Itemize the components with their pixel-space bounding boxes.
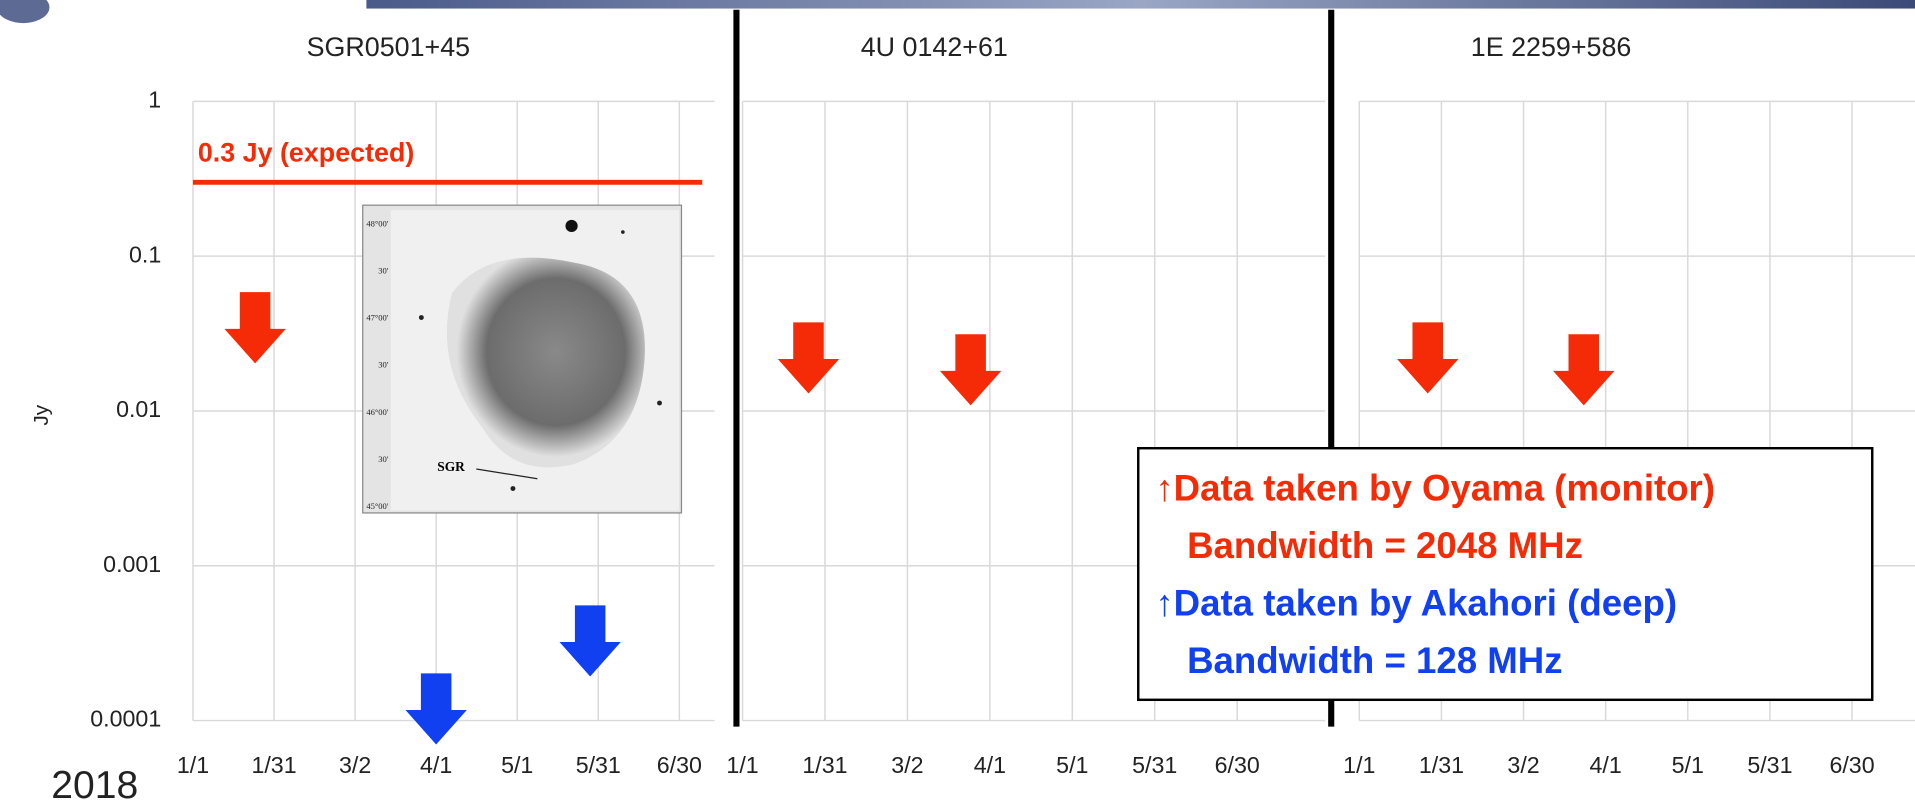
x-tick-label: 5/1 [1056, 752, 1088, 778]
chart-title: 1E 2259+586 [1471, 32, 1632, 62]
page: SGR0501+45 1 0.1 0.01 0.001 0.0001 1/1 1/31 3/2 4… [0, 0, 1915, 803]
upper-limit-arrow [561, 606, 620, 676]
x-tick-label: 6/30 [1215, 752, 1260, 778]
logo-fragment [0, 0, 49, 23]
inset-star [419, 315, 424, 320]
x-tick-label: 1/1 [177, 752, 209, 778]
x-tick-label: 5/31 [1132, 752, 1177, 778]
x-tick-label: 6/30 [1829, 752, 1874, 778]
x-tick-label: 3/2 [1507, 752, 1539, 778]
chart-title: 4U 0142+61 [861, 32, 1008, 62]
reference-label: 0.3 Jy (expected) [198, 137, 414, 167]
x-tick-label: 6/30 [657, 752, 702, 778]
upper-limit-arrow [226, 293, 285, 363]
x-tick-label: 3/2 [339, 752, 371, 778]
x-tick-label: 5/31 [1747, 752, 1792, 778]
x-tick-label: 4/1 [420, 752, 452, 778]
x-tick-label: 1/31 [802, 752, 847, 778]
inset-axis-label: 46°00' [366, 407, 388, 417]
legend-line: Bandwidth = 128 MHz [1187, 640, 1562, 681]
inset-axis-label: 47°00' [366, 313, 388, 323]
year-label: 2018 [51, 764, 138, 803]
x-tick-label: 4/1 [1590, 752, 1622, 778]
inset-axis-label: 48°00' [366, 219, 388, 229]
upper-limit-arrow [779, 323, 838, 393]
inset-star [621, 230, 625, 234]
x-tick-label: 5/1 [1672, 752, 1704, 778]
upper-limit-arrow [1554, 335, 1613, 405]
x-tick-label: 5/1 [501, 752, 533, 778]
inset-marker: SGR [437, 459, 465, 474]
x-tick-label: 4/1 [974, 752, 1006, 778]
upper-limit-arrow [941, 335, 1000, 405]
inset-axis-label: 45°00' [366, 501, 388, 511]
y-tick-label: 1 [148, 86, 161, 112]
inset-axis-label: 30' [378, 266, 389, 276]
inset-star [657, 401, 662, 406]
inset-axis-label: 30' [378, 454, 389, 464]
inset-axis-label: 30' [378, 360, 389, 370]
x-tick-label: 1/31 [1419, 752, 1464, 778]
legend-line: ↑Data taken by Oyama (monitor) [1155, 468, 1715, 509]
x-tick-label: 1/31 [251, 752, 296, 778]
y-tick-label: 0.0001 [90, 706, 161, 732]
upper-limit-arrow [407, 674, 466, 744]
y-tick-label: 0.001 [103, 551, 161, 577]
upper-limit-arrow [1398, 323, 1457, 393]
y-tick-label: 0.01 [116, 396, 161, 422]
slide: SGR0501+45 1 0.1 0.01 0.001 0.0001 1/1 1/31 3/2 4… [0, 0, 1915, 803]
legend-line: ↑Data taken by Akahori (deep) [1155, 582, 1677, 623]
x-tick-label: 1/1 [726, 752, 758, 778]
legend-line: Bandwidth = 2048 MHz [1187, 525, 1583, 566]
x-tick-label: 3/2 [891, 752, 923, 778]
inset-image: SGR 48°00' 30' 47°00' 30' 46°00' 30' 45°00' [363, 205, 682, 513]
header-band [366, 0, 1915, 9]
x-tick-label: 1/1 [1343, 752, 1375, 778]
inset-star [511, 486, 516, 491]
legend-box: ↑Data taken by Oyama (monitor) Bandwidth … [1138, 448, 1872, 700]
chart-title: SGR0501+45 [307, 32, 471, 62]
inset-star [565, 220, 577, 232]
y-tick-label: 0.1 [129, 241, 161, 267]
y-axis-label: Jy [30, 404, 53, 425]
x-tick-label: 5/31 [576, 752, 621, 778]
